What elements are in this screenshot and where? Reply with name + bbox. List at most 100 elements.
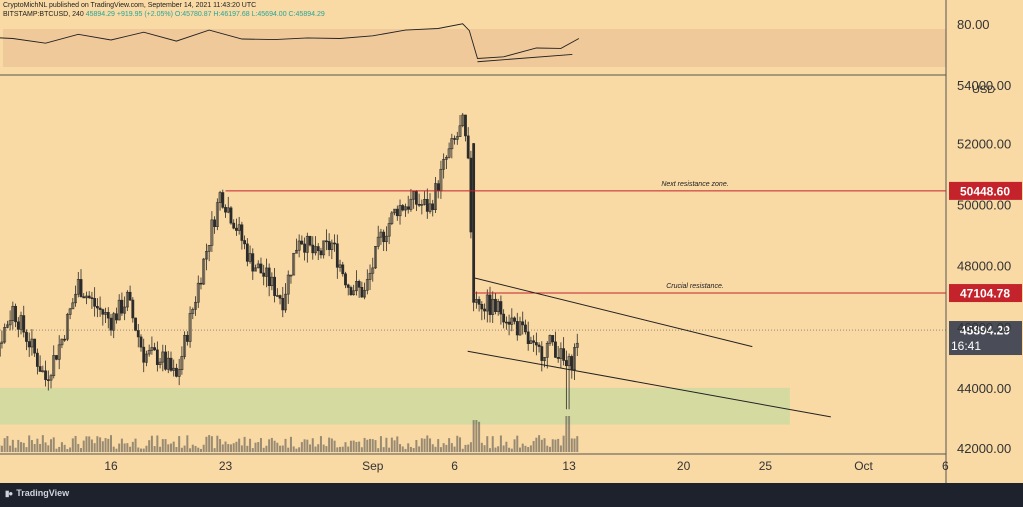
candle bbox=[218, 192, 222, 203]
price-chart[interactable]: Next resistance zone. 50448.60 Crucial res… bbox=[0, 0, 1023, 483]
candle bbox=[265, 267, 268, 277]
volume-bar bbox=[527, 447, 530, 452]
volume-bar bbox=[360, 447, 363, 452]
volume-bar bbox=[429, 438, 432, 452]
candle bbox=[409, 198, 413, 210]
volume-bar bbox=[58, 446, 61, 452]
volume-bar bbox=[265, 445, 268, 452]
volume-bar bbox=[385, 437, 388, 452]
volume-bar bbox=[150, 435, 153, 452]
volume-bar bbox=[137, 447, 140, 452]
volume-bar bbox=[366, 439, 369, 452]
volume-bar bbox=[437, 439, 440, 452]
candle bbox=[79, 279, 83, 297]
volume-bar bbox=[126, 443, 129, 452]
candle bbox=[477, 299, 481, 305]
candle bbox=[123, 306, 127, 314]
volume-bar bbox=[208, 435, 211, 452]
candle bbox=[556, 357, 560, 359]
volume-bar bbox=[453, 446, 456, 452]
candle bbox=[534, 342, 538, 346]
volume-bar bbox=[3, 438, 6, 452]
brand-label: TradingView bbox=[16, 488, 70, 498]
candle bbox=[354, 281, 358, 292]
candle bbox=[145, 353, 148, 363]
volume-bar bbox=[459, 437, 462, 452]
volume-bar bbox=[439, 447, 442, 452]
candle bbox=[529, 340, 533, 344]
volume-bar bbox=[251, 448, 254, 452]
volume-bar bbox=[379, 436, 382, 452]
candle bbox=[406, 206, 410, 210]
volume-bar bbox=[131, 441, 134, 452]
candle bbox=[417, 203, 421, 206]
candle bbox=[180, 356, 184, 370]
volume-bar bbox=[197, 447, 200, 452]
candle bbox=[379, 231, 383, 238]
current-price-tag bbox=[949, 321, 1022, 356]
volume-bar bbox=[22, 442, 25, 452]
ohlc-values: O:45780.87 H:46197.68 L:45694.00 C:45894… bbox=[174, 11, 325, 18]
candle bbox=[164, 351, 167, 370]
candle bbox=[494, 298, 497, 312]
volume-bar bbox=[219, 439, 222, 452]
candle bbox=[224, 207, 227, 213]
volume-bar bbox=[145, 445, 148, 452]
volume-bar bbox=[502, 445, 505, 452]
volume-bar bbox=[559, 445, 562, 452]
volume-bar bbox=[44, 442, 47, 452]
candle bbox=[85, 295, 88, 299]
volume-bar bbox=[243, 436, 246, 452]
candle bbox=[213, 219, 217, 227]
candle bbox=[425, 198, 429, 212]
time-tick-label: Sep bbox=[362, 459, 384, 473]
candle bbox=[491, 298, 495, 315]
volume-bar bbox=[210, 436, 213, 452]
volume-bar bbox=[246, 445, 249, 452]
volume-bar bbox=[153, 446, 156, 452]
volume-bar bbox=[382, 447, 385, 452]
candle bbox=[35, 352, 39, 367]
candle bbox=[570, 356, 574, 371]
candle bbox=[387, 223, 391, 237]
candle bbox=[166, 357, 170, 370]
candle bbox=[414, 191, 418, 205]
candle bbox=[308, 235, 312, 246]
candle bbox=[251, 253, 255, 272]
resistance-price-label: 47104.78 bbox=[960, 287, 1010, 301]
tradingview-brand[interactable]: ▮● TradingView bbox=[5, 488, 69, 498]
volume-bar bbox=[399, 444, 402, 452]
volume-bar bbox=[404, 448, 407, 452]
volume-bar bbox=[377, 448, 380, 452]
volume-bar bbox=[235, 441, 238, 452]
volume-bar bbox=[93, 443, 96, 452]
candle bbox=[155, 349, 159, 365]
volume-bar bbox=[461, 448, 464, 452]
volume-bar bbox=[284, 438, 287, 452]
volume-bar bbox=[227, 444, 230, 452]
candle bbox=[327, 241, 331, 250]
candle bbox=[139, 336, 143, 348]
time-tick-label: 20 bbox=[677, 459, 691, 473]
candle bbox=[76, 279, 80, 295]
volume-bar bbox=[11, 439, 14, 452]
volume-bar bbox=[445, 444, 448, 452]
volume-bar bbox=[538, 435, 541, 452]
candle bbox=[87, 295, 91, 298]
volume-bar bbox=[69, 447, 72, 452]
candle bbox=[254, 267, 257, 272]
candle bbox=[44, 370, 47, 380]
volume-bar bbox=[423, 438, 426, 452]
volume-bar bbox=[306, 439, 309, 452]
volume-bar bbox=[456, 435, 459, 452]
volume-bar bbox=[314, 446, 317, 452]
candle bbox=[428, 203, 432, 212]
price-tick-label: 42000.00 bbox=[957, 441, 1011, 456]
volume-bar bbox=[281, 445, 284, 452]
volume-bar bbox=[565, 416, 568, 452]
candle bbox=[357, 281, 361, 288]
candle bbox=[5, 324, 9, 328]
candle bbox=[453, 138, 456, 140]
candle bbox=[232, 222, 236, 229]
candle bbox=[319, 250, 323, 256]
